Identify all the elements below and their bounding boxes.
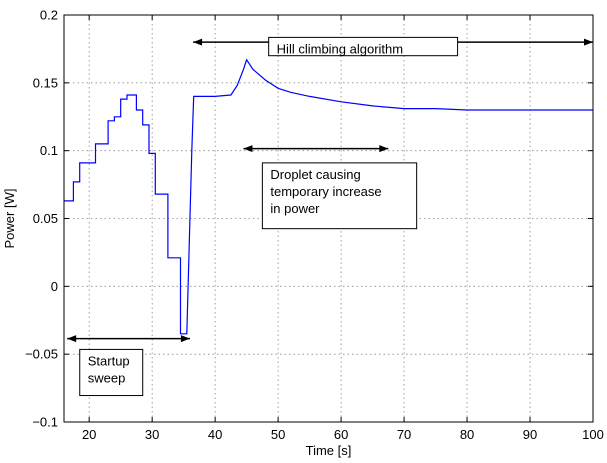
- power-series-line: [64, 58, 593, 335]
- series-layer: [64, 58, 593, 335]
- x-tick-label: 50: [271, 427, 285, 442]
- annotation-text: Hill climbing algorithm: [277, 41, 403, 56]
- arrow-head: [584, 38, 593, 46]
- annotation-text: Droplet causing: [270, 167, 360, 182]
- axis-ticks: 20 30 40 50 60 70 80 90 100 −0.1 −0.05 0 0.05 0.1 0.15…: [25, 8, 604, 443]
- y-tick-label: 0.15: [33, 75, 58, 90]
- annotation-1: Hill climbing algorithm: [193, 36, 593, 57]
- y-tick-label: 0.2: [40, 8, 58, 23]
- annotation-text: sweep: [88, 370, 126, 385]
- x-tick-label: 30: [145, 427, 159, 442]
- x-axis-label: Time [s]: [306, 443, 352, 458]
- y-tick-label: −0.05: [25, 347, 58, 362]
- annotation-text: temporary increase: [270, 184, 381, 199]
- annotation-text: in power: [270, 201, 320, 216]
- y-tick-label: 0.05: [33, 211, 58, 226]
- arrow-head: [243, 145, 253, 153]
- arrow-head: [67, 335, 77, 343]
- annotation-text: Startup: [88, 353, 130, 368]
- y-axis-label: Power [W]: [2, 189, 17, 249]
- annotation-box: [79, 348, 144, 397]
- arrow-head: [180, 335, 190, 343]
- x-tick-label: 20: [82, 427, 96, 442]
- x-tick-label: 90: [523, 427, 537, 442]
- y-tick-label: 0.1: [40, 143, 58, 158]
- x-tick-label: 60: [334, 427, 348, 442]
- y-tick-label: 0: [51, 279, 58, 294]
- annotation-box: [268, 36, 459, 57]
- annotation-3: Startup sweep: [67, 335, 190, 397]
- annotation-2: Droplet causing temporary increase in powe…: [243, 145, 418, 230]
- arrow-head: [379, 145, 389, 153]
- x-tick-label: 70: [397, 427, 411, 442]
- x-tick-label: 80: [460, 427, 474, 442]
- annotation-layer: Hill climbing algorithm Droplet causing te…: [67, 36, 593, 397]
- x-tick-label: 100: [582, 427, 604, 442]
- y-tick-label: −0.1: [32, 415, 58, 430]
- arrow-head: [193, 38, 203, 46]
- annotation-box: [261, 162, 418, 230]
- x-tick-label: 40: [208, 427, 222, 442]
